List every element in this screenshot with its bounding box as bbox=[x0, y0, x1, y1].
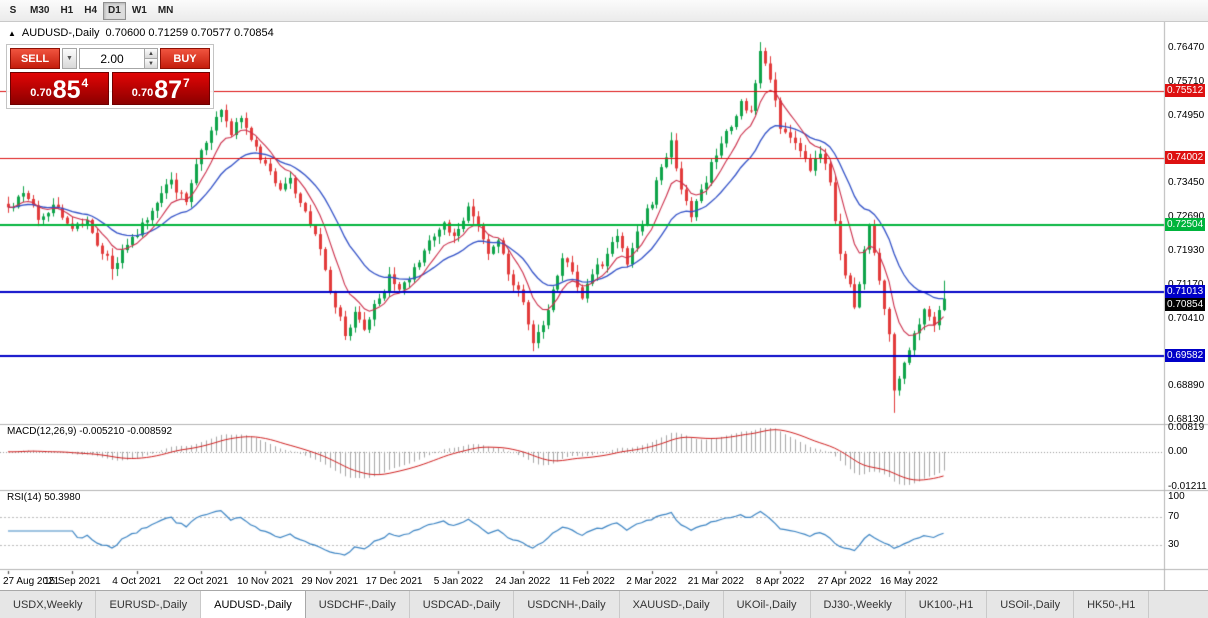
bid-quote-button[interactable]: 0.70 85 4 bbox=[10, 72, 109, 105]
sell-button[interactable]: SELL bbox=[10, 48, 60, 69]
symbol-tab-usdx-weekly[interactable]: USDX,Weekly bbox=[0, 591, 97, 618]
timeframe-toolbar: S M30 H1 H4 D1 W1 MN bbox=[0, 0, 1208, 22]
chevron-down-icon: ▼ bbox=[66, 55, 73, 62]
order-type-dropdown[interactable]: ▼ bbox=[62, 48, 77, 69]
trade-controls-row: SELL ▼ ▲ ▼ BUY bbox=[10, 48, 210, 69]
volume-up-button[interactable]: ▲ bbox=[145, 49, 157, 58]
ask-price-pip-digit: 7 bbox=[183, 76, 190, 90]
symbol-tab-bar: USDX,Weekly EURUSD-,Daily AUDUSD-,Daily USD… bbox=[0, 590, 1208, 618]
symbol-tab-dj30-weekly[interactable]: DJ30-,Weekly bbox=[811, 591, 906, 618]
arrow-down-icon: ▼ bbox=[148, 60, 154, 67]
symbol-tab-uk100-h1[interactable]: UK100-,H1 bbox=[906, 591, 988, 618]
symbol-tab-ukoil-daily[interactable]: UKOil-,Daily bbox=[724, 591, 811, 618]
timeframe-button-h1[interactable]: H1 bbox=[60, 5, 74, 16]
symbol-tab-usdcnh-daily[interactable]: USDCNH-,Daily bbox=[514, 591, 620, 618]
one-click-toggle-icon[interactable]: ▲ bbox=[8, 28, 16, 38]
volume-down-button[interactable]: ▼ bbox=[145, 58, 157, 68]
symbol-tab-xauusd-daily[interactable]: XAUUSD-,Daily bbox=[620, 591, 724, 618]
arrow-up-icon: ▲ bbox=[148, 50, 154, 57]
ask-quote-button[interactable]: 0.70 87 7 bbox=[111, 72, 210, 105]
ask-price-big-digits: 87 bbox=[154, 76, 183, 104]
symbol-tab-usoil-daily[interactable]: USOil-,Daily bbox=[987, 591, 1075, 618]
volume-input[interactable] bbox=[80, 49, 144, 68]
bid-price-pip-digit: 4 bbox=[81, 76, 89, 90]
timeframe-button-m30[interactable]: M30 bbox=[30, 5, 50, 16]
bid-price-prefix: 0.70 bbox=[30, 87, 52, 99]
timeframe-button-w1[interactable]: W1 bbox=[131, 5, 147, 16]
symbol-tab-eurusd-daily[interactable]: EURUSD-,Daily bbox=[96, 591, 202, 618]
timeframe-button-d1[interactable]: D1 bbox=[103, 1, 126, 20]
one-click-trade-panel: SELL ▼ ▲ ▼ BUY 0.70 85 4 0.70 87 bbox=[6, 44, 214, 109]
timeframe-button-s[interactable]: S bbox=[9, 5, 17, 16]
buy-button[interactable]: BUY bbox=[160, 48, 210, 69]
symbol-tab-usdchf-daily[interactable]: USDCHF-,Daily bbox=[306, 591, 410, 618]
symbol-tab-hk50-h1[interactable]: HK50-,H1 bbox=[1074, 591, 1150, 618]
volume-stepper: ▲ ▼ bbox=[144, 49, 157, 68]
timeframe-button-mn[interactable]: MN bbox=[157, 5, 174, 16]
symbol-tab-usdcad-daily[interactable]: USDCAD-,Daily bbox=[410, 591, 515, 618]
price-chart-canvas[interactable] bbox=[0, 22, 1208, 590]
volume-field: ▲ ▼ bbox=[79, 48, 158, 69]
bid-price-big-digits: 85 bbox=[52, 76, 81, 104]
symbol-tab-audusd-daily[interactable]: AUDUSD-,Daily bbox=[201, 591, 306, 618]
quote-row: 0.70 85 4 0.70 87 7 bbox=[10, 72, 210, 105]
ask-price-prefix: 0.70 bbox=[131, 87, 154, 99]
timeframe-button-h4[interactable]: H4 bbox=[84, 5, 98, 16]
